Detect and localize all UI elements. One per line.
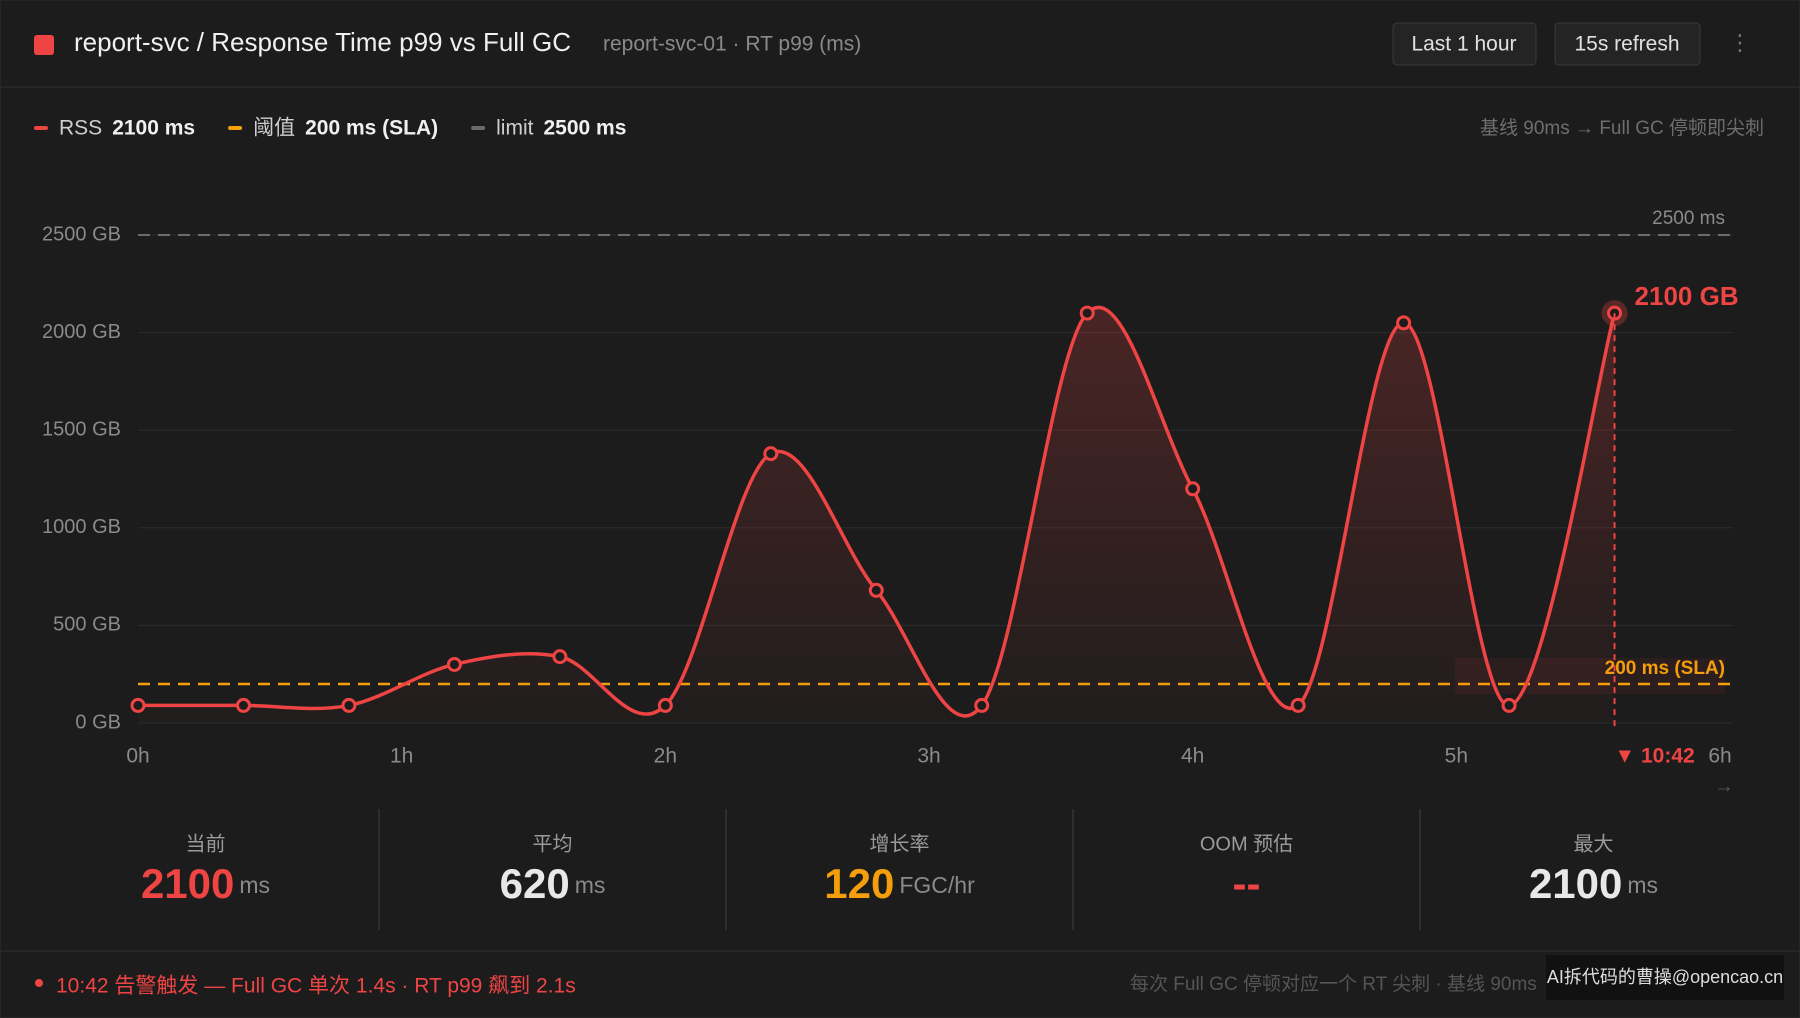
- stat-value: 2100 ms: [141, 860, 270, 907]
- legend-label: 阈值: [253, 117, 295, 140]
- watermark-bg: [1546, 955, 1784, 1000]
- reference-label: 2500 ms: [1652, 208, 1725, 229]
- button[interactable]: [1554, 22, 1701, 66]
- value-label: 2100 GB: [1635, 281, 1739, 311]
- x-tick-label: 2h: [654, 745, 677, 768]
- point: [868, 582, 884, 598]
- point: [1396, 315, 1412, 331]
- note: 基线 90ms → Full GC 停顿即尖刺: [1480, 117, 1764, 139]
- legend-label: RSS: [59, 117, 102, 140]
- stat-label: 最大: [1574, 832, 1614, 855]
- alert-dot: [35, 979, 43, 987]
- x-tick-label: 6h: [1708, 745, 1731, 768]
- point: [657, 697, 673, 713]
- stat-unit: ms: [1627, 872, 1658, 898]
- point: [763, 446, 779, 462]
- y-tick-label: 2000 GB: [42, 321, 121, 343]
- stat-value: 120 FGC/hr: [824, 860, 975, 907]
- point: [974, 697, 990, 713]
- legend-value: 200 ms (SLA): [305, 117, 438, 140]
- title: report-svc / Response Time p99 vs Full G…: [74, 27, 571, 57]
- stat-number: 120: [824, 860, 894, 907]
- stat-number: --: [1233, 860, 1261, 907]
- x-tick-label: 5h: [1445, 745, 1468, 768]
- line: [137, 305, 1617, 718]
- point: [341, 697, 357, 713]
- y-tick-label: 2500 GB: [42, 223, 121, 245]
- subtitle: report-svc-01 · RT p99 (ms): [603, 33, 861, 56]
- legend-value: 2500 ms: [543, 117, 626, 140]
- stat-number: 2100: [141, 860, 234, 907]
- y-tick-label: 1500 GB: [42, 418, 121, 440]
- area: [138, 307, 1615, 723]
- x-tick-label: 3h: [917, 745, 940, 768]
- point: [1079, 305, 1095, 321]
- button[interactable]: [1392, 22, 1537, 66]
- stat-value: --: [1233, 860, 1261, 907]
- stat-number: 620: [500, 860, 570, 907]
- legend-swatch: [228, 126, 243, 130]
- marker-label: ▼ 10:42: [1614, 745, 1694, 768]
- point: [552, 649, 568, 665]
- stat-unit: ms: [239, 872, 270, 898]
- stat-label: 当前: [186, 832, 226, 855]
- button-label[interactable]: Last 1 hour: [1411, 33, 1516, 56]
- menu[interactable]: ⋮: [1729, 30, 1751, 55]
- stat-label: 增长率: [870, 832, 930, 855]
- x-tick-label: 0h: [126, 745, 149, 768]
- x-tick-label: 4h: [1181, 745, 1204, 768]
- point: [235, 697, 251, 713]
- stat-unit: FGC/hr: [899, 872, 975, 898]
- stat-label: OOM 预估: [1200, 832, 1293, 855]
- x-tick-label: 1h: [390, 745, 413, 768]
- reference-label: 200 ms (SLA): [1605, 658, 1725, 679]
- watermark: AI拆代码的曹操@opencao.cn: [1547, 967, 1783, 987]
- point: [1290, 697, 1306, 713]
- stat-value: 2100 ms: [1529, 860, 1658, 907]
- y-tick-label: 1000 GB: [42, 516, 121, 538]
- footer-info: 每次 Full GC 停顿对应一个 RT 尖刺 · 基线 90ms: [1130, 973, 1537, 995]
- point: [1185, 481, 1201, 497]
- y-tick-label: 0 GB: [75, 711, 121, 733]
- legend-swatch: [34, 126, 48, 130]
- y-tick-label: 500 GB: [53, 614, 121, 636]
- legend-value: 2100 ms: [112, 117, 195, 140]
- alert-text: 10:42 告警触发 — Full GC 单次 1.4s · RT p99 飙到…: [56, 975, 576, 998]
- x-axis-arrow: →: [1714, 775, 1734, 797]
- point: [130, 697, 146, 713]
- point: [446, 656, 462, 672]
- stat-number: 2100: [1529, 860, 1622, 907]
- status-icon: [34, 35, 54, 55]
- stat-unit: ms: [575, 872, 606, 898]
- button-label[interactable]: 15s refresh: [1574, 33, 1679, 56]
- stat-value: 620 ms: [500, 860, 606, 907]
- legend-label: limit: [496, 117, 533, 140]
- legend-swatch: [471, 126, 486, 130]
- stat-label: 平均: [533, 832, 573, 855]
- point: [1501, 697, 1517, 713]
